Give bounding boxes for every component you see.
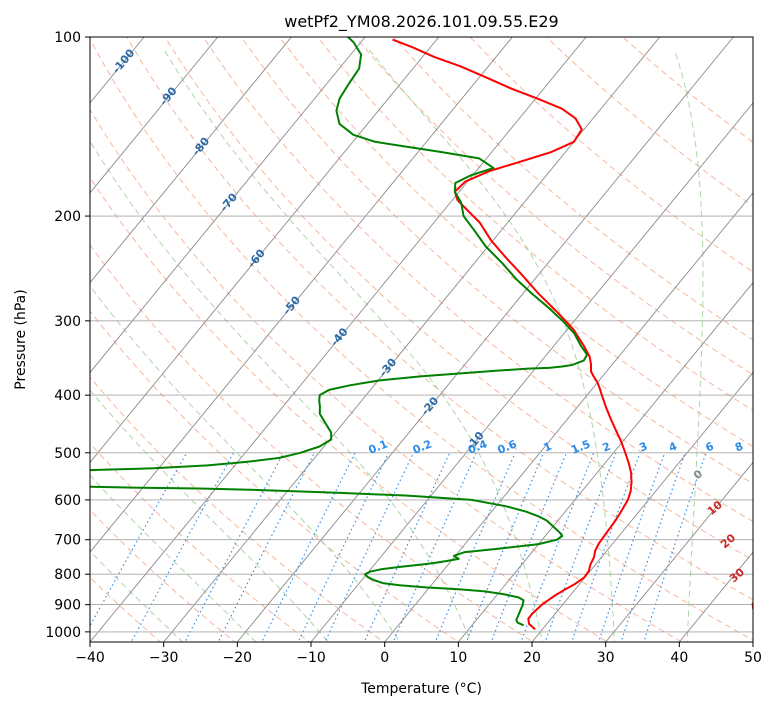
- isotherm-line: [384, 192, 753, 642]
- y-tick-label: 800: [54, 567, 81, 583]
- y-tick-label: 100: [54, 30, 81, 46]
- isobars: [90, 37, 753, 633]
- y-tick-label: 600: [54, 493, 81, 509]
- y-tick-label: 300: [54, 314, 81, 330]
- y-tick-label: 900: [54, 598, 81, 614]
- x-tick-label: −10: [296, 650, 326, 666]
- dry-adiabat-line: [126, 37, 753, 601]
- moist-adiabat-line: [90, 389, 329, 642]
- mixing-ratio-label: 1: [542, 440, 554, 455]
- isotherm-line: [90, 37, 513, 553]
- moist-adiabat-line: [163, 49, 544, 642]
- isotherm-line: [90, 37, 440, 464]
- y-axis-ticks: 100 200 300 400 500 600 700 800 900 1000: [45, 30, 90, 641]
- x-axis-ticks: −40 −30 −20 −10 0 10 20 30 40 50: [75, 642, 762, 666]
- x-tick-label: 40: [670, 650, 688, 666]
- isotherm-line: [310, 102, 753, 642]
- dry-adiabat-line: [202, 37, 753, 523]
- x-axis-label: Temperature (°C): [360, 681, 482, 697]
- isotherm-line: [605, 461, 753, 642]
- isotherm-line: [457, 281, 753, 642]
- profiles: [90, 37, 633, 631]
- mixing-ratio-label: 3: [637, 440, 649, 455]
- mixing-ratio-label: 2: [601, 440, 613, 455]
- dry-adiabat-line: [393, 37, 753, 341]
- y-tick-label: 200: [54, 209, 81, 225]
- moist-adiabat-line: [368, 49, 616, 642]
- dry-adiabat-line: [354, 37, 753, 376]
- dewpoint-profile: [90, 485, 564, 627]
- dry-adiabat-line: [90, 176, 609, 642]
- plot-frame: [89, 36, 754, 643]
- isotherm-line: [90, 37, 366, 374]
- dry-adiabat-line: [90, 442, 311, 642]
- temperature-profile: [392, 38, 633, 631]
- mixing-ratio-label: 10: [752, 438, 771, 456]
- x-tick-label: 50: [744, 650, 762, 666]
- x-tick-label: −20: [223, 650, 253, 666]
- moist-adiabat-line: [90, 285, 401, 642]
- dry-adiabat-line: [90, 310, 460, 642]
- x-tick-label: −30: [149, 650, 179, 666]
- x-tick-label: 20: [523, 650, 541, 666]
- isotherm-line: [90, 37, 292, 284]
- y-tick-label: 400: [54, 388, 81, 404]
- isotherm-line: [236, 37, 734, 642]
- dry-adiabat-line: [240, 37, 753, 485]
- moist-adiabat-line: [674, 49, 704, 642]
- y-tick-label: 1000: [45, 625, 81, 641]
- chart-title: wetPf2_YM08.2026.101.09.55.E29: [284, 12, 558, 32]
- isotherm-line: [531, 371, 753, 642]
- x-tick-label: −40: [75, 650, 105, 666]
- dry-adiabat-line: [90, 376, 385, 642]
- dewpoint-upper-profile: [90, 37, 589, 472]
- isotherm-line: [90, 37, 587, 642]
- dry-adiabat-line: [90, 576, 162, 642]
- isotherm-line: [90, 37, 219, 194]
- x-tick-label: 30: [597, 650, 615, 666]
- x-tick-label: 10: [449, 650, 467, 666]
- dry-adiabat-line: [164, 37, 753, 561]
- y-axis-label: Pressure (hPa): [13, 289, 29, 389]
- mixing-ratio-label: 8: [733, 440, 745, 455]
- x-tick-label: 0: [380, 650, 389, 666]
- y-tick-label: 500: [54, 446, 81, 462]
- dry-adiabat-line: [90, 38, 753, 641]
- dry-adiabat-line: [90, 108, 683, 642]
- y-tick-label: 700: [54, 533, 81, 549]
- moist-adiabat-label: 40: [747, 594, 767, 614]
